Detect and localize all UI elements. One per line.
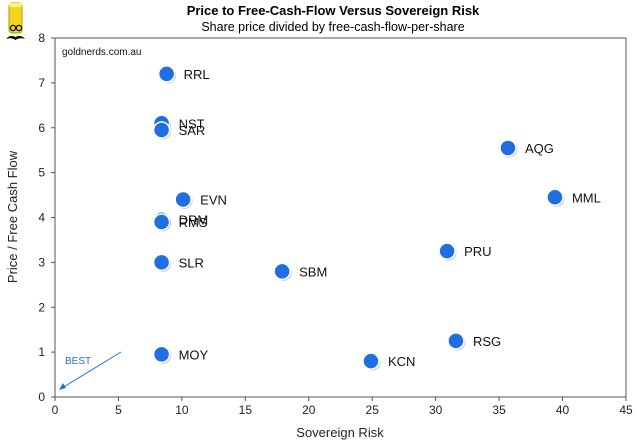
data-label-sar: SAR <box>179 123 206 138</box>
x-tick-label: 40 <box>556 403 570 417</box>
goldnerds-logo-icon <box>6 2 25 40</box>
x-tick-label: 0 <box>52 403 59 417</box>
y-tick-label: 8 <box>38 31 45 45</box>
data-label-evn: EVN <box>200 193 227 208</box>
data-label-kcn: KCN <box>388 354 415 369</box>
data-label-rms: RMS <box>179 215 208 230</box>
x-tick-label: 30 <box>429 403 443 417</box>
data-point-sar <box>152 121 171 139</box>
x-tick-label: 20 <box>302 403 316 417</box>
data-label-rrl: RRL <box>184 67 210 82</box>
data-point-evn <box>174 190 192 209</box>
y-tick-label: 1 <box>38 345 45 359</box>
data-label-slr: SLR <box>179 255 204 270</box>
data-label-drm: DRM <box>179 213 209 228</box>
y-tick-label: 2 <box>38 300 45 314</box>
data-label-sbm: SBM <box>299 264 327 279</box>
y-tick-label: 7 <box>38 76 45 90</box>
data-label-nst: NST <box>179 116 205 131</box>
data-label-aqg: AQG <box>525 141 554 156</box>
data-label-rsg: RSG <box>473 334 501 349</box>
data-label-pru: PRU <box>464 244 491 259</box>
data-point-rsg <box>447 332 465 350</box>
x-axis-label: Sovereign Risk <box>296 425 384 440</box>
y-tick-label: 3 <box>38 255 45 269</box>
x-tick-label: 25 <box>366 403 380 417</box>
y-axis-ticks: 0 1 2 3 4 5 6 7 8 <box>38 31 55 404</box>
chart-title: Price to Free-Cash-Flow Versus Sovereign… <box>187 3 480 18</box>
y-tick-label: 0 <box>38 390 45 404</box>
y-tick-label: 4 <box>38 211 45 225</box>
x-tick-label: 35 <box>492 403 506 417</box>
data-point-sbm <box>273 262 291 281</box>
data-point-slr <box>152 253 171 272</box>
data-point-rrl <box>157 65 176 83</box>
x-tick-label: 5 <box>115 403 122 417</box>
data-point-mml <box>546 188 564 207</box>
x-tick-label: 10 <box>175 403 189 417</box>
x-axis-ticks: 0 5 10 15 20 25 30 35 40 45 <box>52 397 633 417</box>
source-label: goldnerds.com.au <box>62 47 142 58</box>
x-tick-label: 15 <box>239 403 253 417</box>
data-point-kcn <box>362 352 380 370</box>
best-arrow-icon <box>59 351 122 390</box>
best-label: BEST <box>65 356 91 367</box>
data-label-mml: MML <box>572 190 601 205</box>
data-point-rms <box>152 213 171 231</box>
y-tick-label: 5 <box>38 166 45 180</box>
data-point-aqg <box>499 139 517 157</box>
chart-subtitle: Share price divided by free-cash-flow-pe… <box>201 20 464 34</box>
y-axis-label: Price / Free Cash Flow <box>5 150 20 283</box>
data-point-pru <box>438 242 456 260</box>
plot-area <box>54 37 627 398</box>
data-label-moy: MOY <box>179 347 209 362</box>
y-tick-label: 6 <box>38 121 45 135</box>
data-point-moy <box>152 345 171 364</box>
x-tick-label: 45 <box>619 403 633 417</box>
